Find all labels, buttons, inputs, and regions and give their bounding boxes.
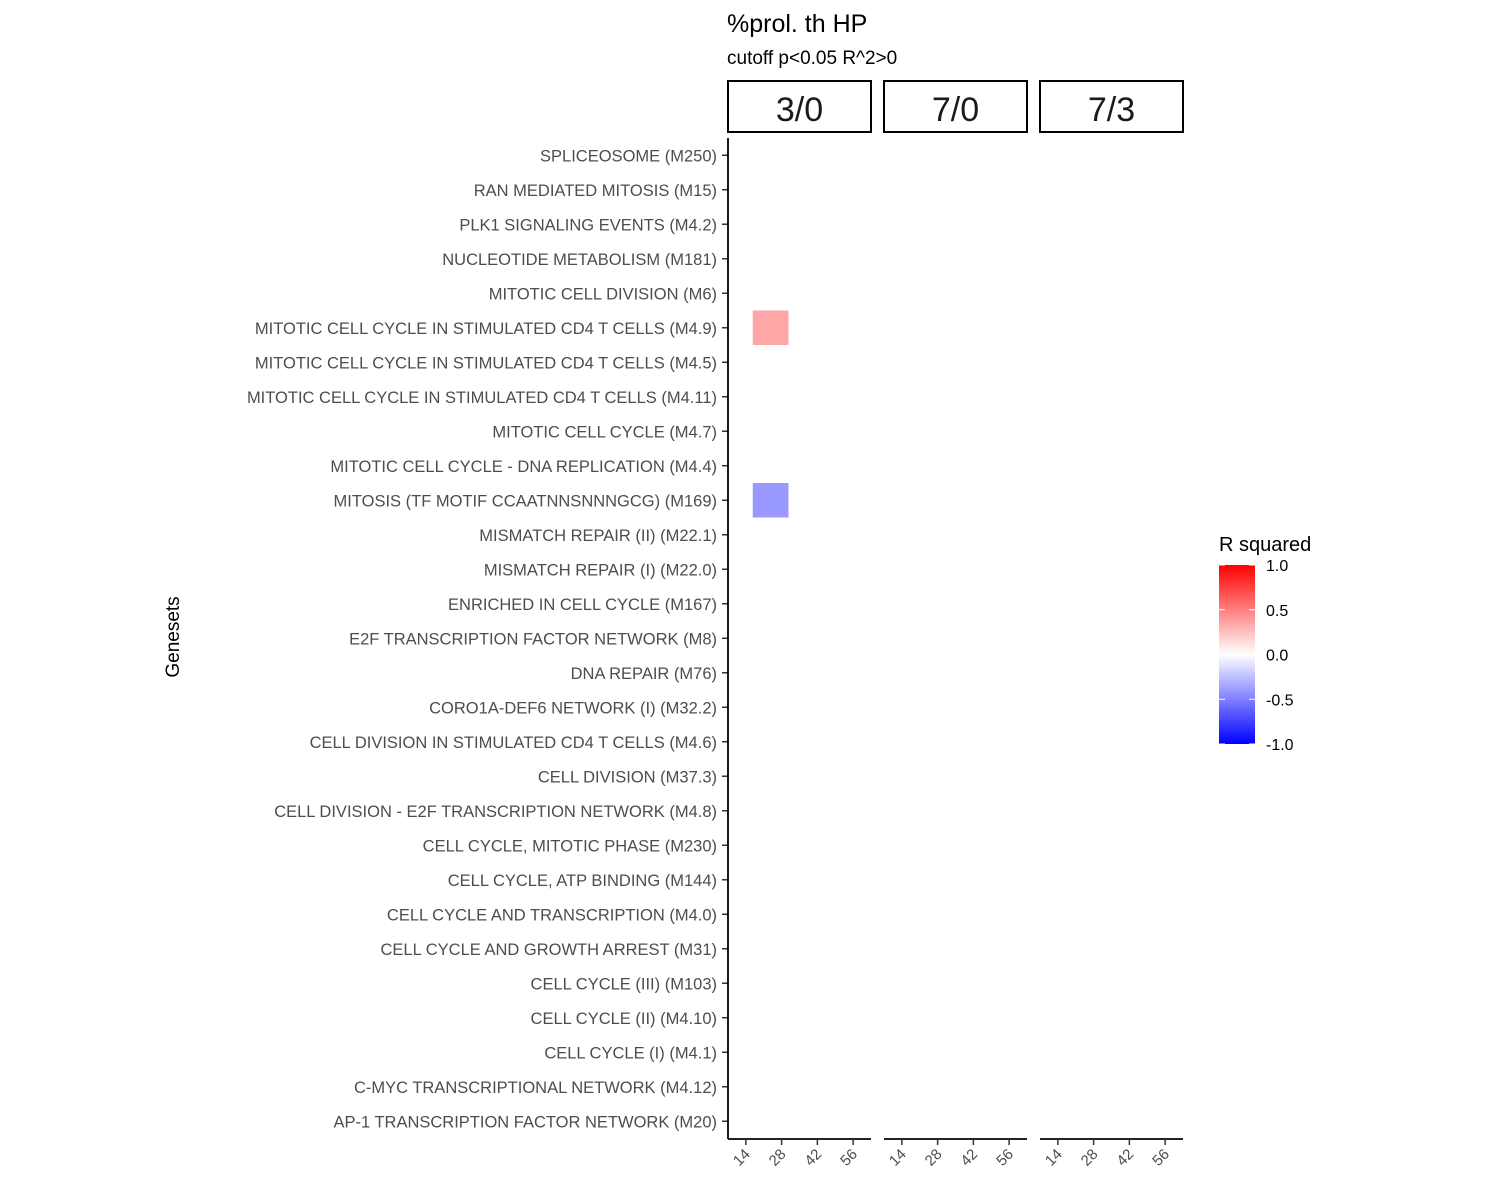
y-tick-label: MITOSIS (TF MOTIF CCAATNNSNNNGCG) (M169): [334, 492, 717, 510]
legend-title: R squared: [1219, 534, 1311, 556]
facet-strip: [883, 80, 1028, 133]
y-tick-label: NUCLEOTIDE METABOLISM (M181): [442, 251, 717, 269]
x-tick-label: 56: [837, 1146, 861, 1170]
y-tick-label: CORO1A-DEF6 NETWORK (I) (M32.2): [429, 699, 717, 717]
facet-strip: [1039, 80, 1184, 133]
x-tick-label: 28: [922, 1146, 946, 1170]
x-tick-label: 56: [1149, 1146, 1173, 1170]
chart-title: %prol. th HP: [727, 10, 867, 38]
y-tick-label: C-MYC TRANSCRIPTIONAL NETWORK (M4.12): [354, 1079, 717, 1097]
facet-label: 7/0: [932, 91, 979, 129]
x-tick-label: 28: [1078, 1146, 1102, 1170]
y-tick-label: CELL CYCLE AND GROWTH ARREST (M31): [381, 941, 718, 959]
facet-label: 7/3: [1088, 91, 1135, 129]
y-tick-label: CELL DIVISION (M37.3): [538, 768, 717, 786]
y-tick-label: CELL DIVISION IN STIMULATED CD4 T CELLS …: [310, 734, 717, 752]
y-tick-label: MITOTIC CELL CYCLE IN STIMULATED CD4 T C…: [255, 354, 717, 372]
y-tick-label: SPLICEOSOME (M250): [540, 147, 717, 165]
y-tick-label: MITOTIC CELL CYCLE (M4.7): [492, 423, 717, 441]
y-tick-label: DNA REPAIR (M76): [571, 665, 717, 683]
x-tick-label: 14: [1042, 1146, 1066, 1170]
y-tick-label: MISMATCH REPAIR (II) (M22.1): [479, 527, 717, 545]
y-tick-label: PLK1 SIGNALING EVENTS (M4.2): [459, 216, 717, 234]
heatmap-tile: [752, 483, 789, 518]
y-tick-label: MITOTIC CELL CYCLE - DNA REPLICATION (M4…: [330, 458, 717, 476]
x-tick-label: 42: [1113, 1146, 1137, 1170]
facet-strip: [727, 80, 872, 133]
y-tick-label: CELL CYCLE, ATP BINDING (M144): [448, 872, 717, 890]
y-tick-label: ENRICHED IN CELL CYCLE (M167): [448, 596, 717, 614]
x-tick-label: 42: [801, 1146, 825, 1170]
y-tick-label: CELL CYCLE AND TRANSCRIPTION (M4.0): [387, 906, 717, 924]
y-tick-label: CELL DIVISION - E2F TRANSCRIPTION NETWOR…: [274, 803, 717, 821]
legend-tick-label: 1.0: [1266, 558, 1288, 575]
y-tick-label: CELL CYCLE (I) (M4.1): [544, 1044, 717, 1062]
x-tick-label: 56: [993, 1146, 1017, 1170]
y-tick-label: MITOTIC CELL CYCLE IN STIMULATED CD4 T C…: [247, 389, 717, 407]
x-tick-label: 14: [730, 1146, 754, 1170]
legend-tick-label: -0.5: [1266, 692, 1294, 709]
facet-label: 3/0: [776, 91, 823, 129]
y-tick-label: AP-1 TRANSCRIPTION FACTOR NETWORK (M20): [333, 1113, 717, 1131]
y-tick-label: MITOTIC CELL CYCLE IN STIMULATED CD4 T C…: [255, 320, 717, 338]
y-tick-label: RAN MEDIATED MITOSIS (M15): [474, 182, 717, 200]
y-tick-label: E2F TRANSCRIPTION FACTOR NETWORK (M8): [349, 630, 717, 648]
x-tick-label: 42: [957, 1146, 981, 1170]
y-tick-label: MITOTIC CELL DIVISION (M6): [489, 285, 717, 303]
y-tick-label: CELL CYCLE (II) (M4.10): [531, 1010, 717, 1028]
y-axis-label: Genesets: [163, 596, 184, 677]
heatmap-tile: [752, 310, 789, 345]
x-tick-label: 14: [886, 1146, 910, 1170]
y-tick-label: CELL CYCLE, MITOTIC PHASE (M230): [423, 837, 717, 855]
y-tick-label: MISMATCH REPAIR (I) (M22.0): [484, 561, 717, 579]
legend-tick-label: 0.5: [1266, 603, 1288, 620]
chart-subtitle: cutoff p<0.05 R^2>0: [727, 48, 897, 69]
legend-tick-label: -1.0: [1266, 737, 1294, 754]
y-tick-label: CELL CYCLE (III) (M103): [531, 975, 717, 993]
legend-tick-label: 0.0: [1266, 648, 1288, 665]
x-tick-label: 28: [766, 1146, 790, 1170]
